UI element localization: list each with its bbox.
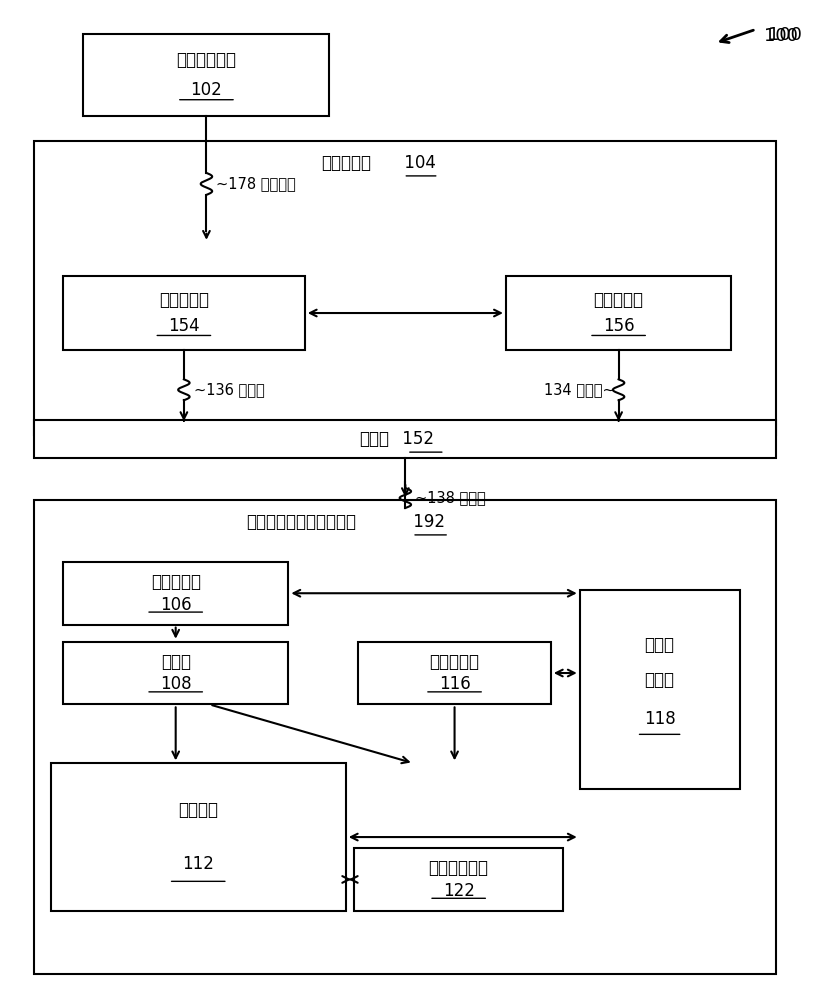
Bar bbox=[63, 642, 289, 704]
Text: 192: 192 bbox=[408, 513, 445, 531]
Text: ∼136 微指令: ∼136 微指令 bbox=[193, 382, 264, 397]
Text: 152: 152 bbox=[398, 430, 435, 448]
Text: 超标量非循序执行流水线: 超标量非循序执行流水线 bbox=[246, 513, 356, 531]
Text: 102: 102 bbox=[191, 81, 222, 99]
Text: 100: 100 bbox=[765, 27, 798, 45]
Text: ∼178 架构指令: ∼178 架构指令 bbox=[216, 176, 296, 191]
Bar bbox=[63, 276, 305, 350]
Text: 微代码单元: 微代码单元 bbox=[593, 291, 644, 309]
Text: 指令转译器: 指令转译器 bbox=[321, 154, 371, 172]
Text: 116: 116 bbox=[439, 675, 471, 693]
Text: ∼138 微指令: ∼138 微指令 bbox=[415, 491, 486, 506]
Bar bbox=[83, 34, 329, 116]
Bar bbox=[354, 848, 563, 911]
Text: 104: 104 bbox=[399, 154, 436, 172]
Text: 156: 156 bbox=[602, 317, 635, 335]
Text: 缓冲器: 缓冲器 bbox=[644, 671, 675, 689]
Text: 存储器子系统: 存储器子系统 bbox=[429, 859, 489, 877]
Bar bbox=[63, 562, 289, 625]
Text: 122: 122 bbox=[443, 882, 475, 900]
Text: 106: 106 bbox=[160, 596, 192, 614]
Bar bbox=[35, 500, 776, 974]
Text: 100: 100 bbox=[769, 26, 802, 44]
Text: 154: 154 bbox=[168, 317, 200, 335]
Text: 108: 108 bbox=[160, 675, 192, 693]
Text: 指令高速缓存: 指令高速缓存 bbox=[176, 51, 236, 69]
Text: 112: 112 bbox=[183, 855, 214, 873]
Bar bbox=[579, 590, 740, 789]
Text: 重命名单元: 重命名单元 bbox=[151, 573, 201, 591]
Bar bbox=[35, 141, 776, 435]
Bar bbox=[50, 763, 346, 911]
Text: 重排序: 重排序 bbox=[644, 636, 675, 654]
Bar bbox=[358, 642, 551, 704]
Bar bbox=[35, 420, 776, 458]
Text: 复用器: 复用器 bbox=[359, 430, 389, 448]
Text: 保留站: 保留站 bbox=[160, 653, 191, 671]
Text: 134 微指令∼: 134 微指令∼ bbox=[544, 382, 615, 397]
Text: 架构寄存器: 架构寄存器 bbox=[430, 653, 480, 671]
Text: 快速转译器: 快速转译器 bbox=[159, 291, 209, 309]
Text: 118: 118 bbox=[644, 710, 676, 728]
Text: 执行单元: 执行单元 bbox=[179, 801, 218, 819]
Bar bbox=[506, 276, 732, 350]
